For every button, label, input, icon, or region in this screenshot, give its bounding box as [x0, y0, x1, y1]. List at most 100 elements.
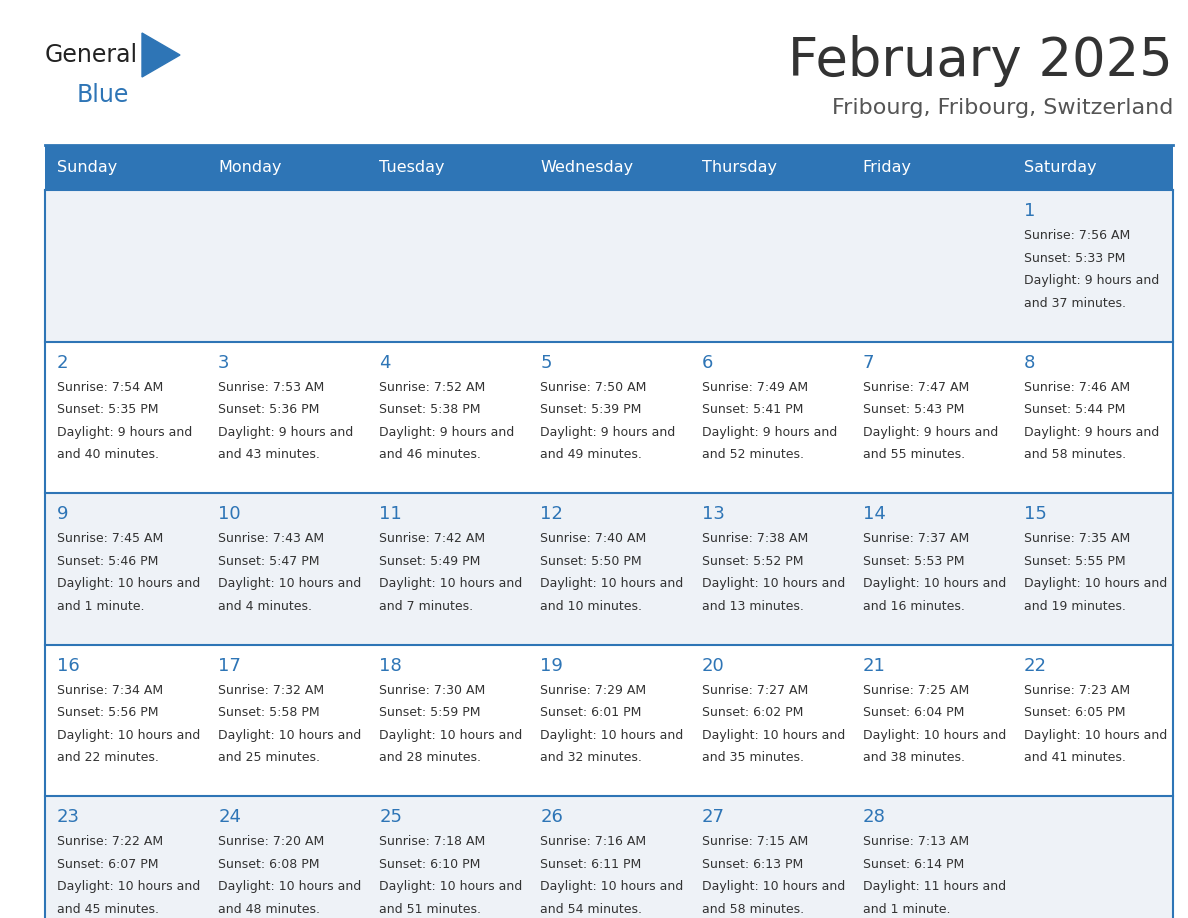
Text: Daylight: 10 hours and: Daylight: 10 hours and: [1024, 729, 1167, 742]
Text: Daylight: 10 hours and: Daylight: 10 hours and: [541, 880, 683, 893]
Text: Sunset: 6:07 PM: Sunset: 6:07 PM: [57, 858, 158, 871]
Text: and 54 minutes.: and 54 minutes.: [541, 903, 643, 916]
Polygon shape: [143, 33, 181, 77]
Text: and 58 minutes.: and 58 minutes.: [702, 903, 804, 916]
Text: Sunrise: 7:42 AM: Sunrise: 7:42 AM: [379, 532, 486, 545]
Text: Sunrise: 7:23 AM: Sunrise: 7:23 AM: [1024, 684, 1130, 697]
Text: Sunday: Sunday: [57, 160, 118, 175]
Text: Daylight: 9 hours and: Daylight: 9 hours and: [1024, 426, 1159, 439]
Text: Sunset: 5:53 PM: Sunset: 5:53 PM: [862, 554, 965, 567]
Text: Daylight: 9 hours and: Daylight: 9 hours and: [219, 426, 353, 439]
Text: Daylight: 10 hours and: Daylight: 10 hours and: [379, 880, 523, 893]
Text: Sunset: 6:14 PM: Sunset: 6:14 PM: [862, 858, 963, 871]
Text: Daylight: 9 hours and: Daylight: 9 hours and: [541, 426, 676, 439]
Text: and 10 minutes.: and 10 minutes.: [541, 599, 643, 612]
Text: Daylight: 10 hours and: Daylight: 10 hours and: [702, 577, 845, 590]
Text: Sunrise: 7:30 AM: Sunrise: 7:30 AM: [379, 684, 486, 697]
Text: Sunset: 5:36 PM: Sunset: 5:36 PM: [219, 403, 320, 416]
Text: Fribourg, Fribourg, Switzerland: Fribourg, Fribourg, Switzerland: [832, 98, 1173, 118]
Text: 24: 24: [219, 809, 241, 826]
Text: 21: 21: [862, 656, 885, 675]
Text: Daylight: 10 hours and: Daylight: 10 hours and: [219, 729, 361, 742]
Text: 7: 7: [862, 353, 874, 372]
Text: Sunrise: 7:46 AM: Sunrise: 7:46 AM: [1024, 381, 1130, 394]
Text: Daylight: 10 hours and: Daylight: 10 hours and: [702, 880, 845, 893]
Text: Sunrise: 7:18 AM: Sunrise: 7:18 AM: [379, 835, 486, 848]
Text: 9: 9: [57, 505, 69, 523]
Text: Sunset: 6:11 PM: Sunset: 6:11 PM: [541, 858, 642, 871]
Text: Sunrise: 7:54 AM: Sunrise: 7:54 AM: [57, 381, 163, 394]
Bar: [45, 644, 1173, 797]
Text: and 49 minutes.: and 49 minutes.: [541, 448, 643, 461]
Text: and 38 minutes.: and 38 minutes.: [862, 751, 965, 765]
Text: Sunset: 6:10 PM: Sunset: 6:10 PM: [379, 858, 481, 871]
Text: and 45 minutes.: and 45 minutes.: [57, 903, 159, 916]
Text: Daylight: 9 hours and: Daylight: 9 hours and: [379, 426, 514, 439]
Text: Sunset: 5:41 PM: Sunset: 5:41 PM: [702, 403, 803, 416]
Text: Sunrise: 7:35 AM: Sunrise: 7:35 AM: [1024, 532, 1130, 545]
Text: Sunrise: 7:43 AM: Sunrise: 7:43 AM: [219, 532, 324, 545]
Text: Friday: Friday: [862, 160, 911, 175]
Text: 16: 16: [57, 656, 80, 675]
Text: Daylight: 10 hours and: Daylight: 10 hours and: [862, 729, 1006, 742]
Text: and 46 minutes.: and 46 minutes.: [379, 448, 481, 461]
Text: 25: 25: [379, 809, 403, 826]
Text: and 35 minutes.: and 35 minutes.: [702, 751, 803, 765]
Text: Sunset: 5:55 PM: Sunset: 5:55 PM: [1024, 554, 1125, 567]
Text: Sunrise: 7:34 AM: Sunrise: 7:34 AM: [57, 684, 163, 697]
Text: Daylight: 10 hours and: Daylight: 10 hours and: [541, 729, 683, 742]
Text: 12: 12: [541, 505, 563, 523]
Text: February 2025: February 2025: [789, 35, 1173, 87]
Text: 22: 22: [1024, 656, 1047, 675]
Text: Daylight: 10 hours and: Daylight: 10 hours and: [862, 577, 1006, 590]
Text: 28: 28: [862, 809, 885, 826]
Text: Sunrise: 7:27 AM: Sunrise: 7:27 AM: [702, 684, 808, 697]
Text: and 22 minutes.: and 22 minutes.: [57, 751, 159, 765]
Text: 18: 18: [379, 656, 402, 675]
Text: 26: 26: [541, 809, 563, 826]
Text: Sunset: 5:35 PM: Sunset: 5:35 PM: [57, 403, 158, 416]
Bar: [45, 341, 1173, 493]
Text: 15: 15: [1024, 505, 1047, 523]
Text: Sunset: 6:05 PM: Sunset: 6:05 PM: [1024, 706, 1125, 720]
Text: and 58 minutes.: and 58 minutes.: [1024, 448, 1126, 461]
Text: Daylight: 10 hours and: Daylight: 10 hours and: [219, 880, 361, 893]
Text: Sunset: 5:56 PM: Sunset: 5:56 PM: [57, 706, 158, 720]
Text: Sunrise: 7:45 AM: Sunrise: 7:45 AM: [57, 532, 163, 545]
Text: Sunset: 5:49 PM: Sunset: 5:49 PM: [379, 554, 481, 567]
Text: Daylight: 10 hours and: Daylight: 10 hours and: [57, 729, 201, 742]
Text: Daylight: 9 hours and: Daylight: 9 hours and: [57, 426, 192, 439]
Text: Daylight: 10 hours and: Daylight: 10 hours and: [702, 729, 845, 742]
Text: Sunset: 6:13 PM: Sunset: 6:13 PM: [702, 858, 803, 871]
Text: Sunset: 5:50 PM: Sunset: 5:50 PM: [541, 554, 642, 567]
Text: Daylight: 10 hours and: Daylight: 10 hours and: [379, 577, 523, 590]
Text: Sunset: 5:38 PM: Sunset: 5:38 PM: [379, 403, 481, 416]
Text: 10: 10: [219, 505, 241, 523]
Text: Sunset: 5:39 PM: Sunset: 5:39 PM: [541, 403, 642, 416]
Text: 5: 5: [541, 353, 552, 372]
Text: Wednesday: Wednesday: [541, 160, 633, 175]
Text: Sunrise: 7:16 AM: Sunrise: 7:16 AM: [541, 835, 646, 848]
Text: Tuesday: Tuesday: [379, 160, 444, 175]
Text: 6: 6: [702, 353, 713, 372]
Text: Sunrise: 7:50 AM: Sunrise: 7:50 AM: [541, 381, 646, 394]
Text: Sunrise: 7:52 AM: Sunrise: 7:52 AM: [379, 381, 486, 394]
Bar: [45, 190, 1173, 341]
Text: 20: 20: [702, 656, 725, 675]
Text: 8: 8: [1024, 353, 1035, 372]
Text: 19: 19: [541, 656, 563, 675]
Text: Sunrise: 7:38 AM: Sunrise: 7:38 AM: [702, 532, 808, 545]
Text: Sunset: 6:01 PM: Sunset: 6:01 PM: [541, 706, 642, 720]
Text: Sunset: 5:43 PM: Sunset: 5:43 PM: [862, 403, 965, 416]
Text: 2: 2: [57, 353, 69, 372]
Text: 27: 27: [702, 809, 725, 826]
Text: Daylight: 9 hours and: Daylight: 9 hours and: [1024, 274, 1159, 287]
Text: Sunrise: 7:56 AM: Sunrise: 7:56 AM: [1024, 229, 1130, 242]
Text: Sunset: 5:52 PM: Sunset: 5:52 PM: [702, 554, 803, 567]
Text: Sunset: 6:04 PM: Sunset: 6:04 PM: [862, 706, 965, 720]
Text: Sunset: 5:47 PM: Sunset: 5:47 PM: [219, 554, 320, 567]
Text: Sunrise: 7:25 AM: Sunrise: 7:25 AM: [862, 684, 969, 697]
Text: Daylight: 10 hours and: Daylight: 10 hours and: [1024, 577, 1167, 590]
Text: and 37 minutes.: and 37 minutes.: [1024, 297, 1126, 309]
Text: Saturday: Saturday: [1024, 160, 1097, 175]
